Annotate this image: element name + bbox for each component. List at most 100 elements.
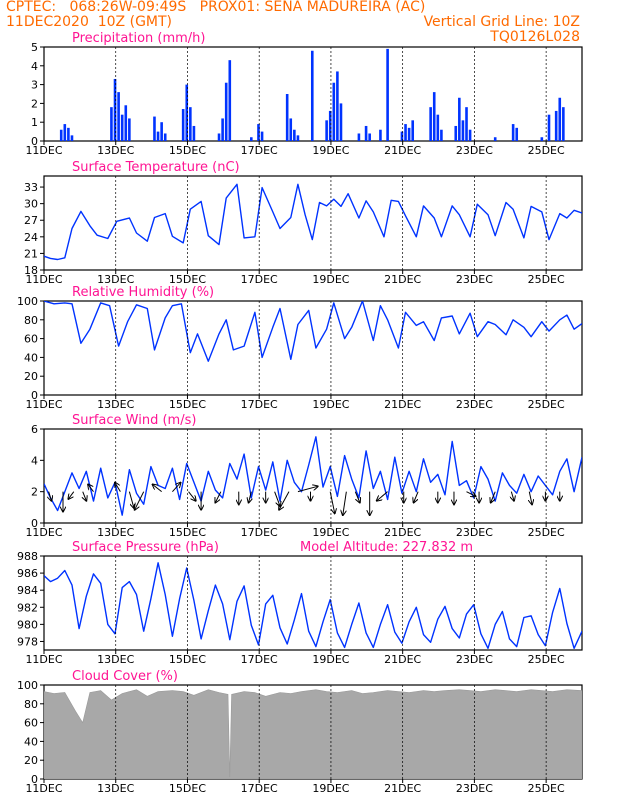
precip-bar bbox=[357, 133, 361, 141]
wind-vector bbox=[343, 491, 347, 515]
x-tick-label: 25DEC bbox=[528, 653, 565, 666]
x-tick-label: 17DEC bbox=[241, 782, 278, 795]
precip-bar bbox=[332, 82, 336, 141]
wind-vector bbox=[215, 491, 222, 503]
precip-bar bbox=[400, 131, 404, 141]
wind-vector bbox=[329, 491, 334, 514]
x-tick-label: 19DEC bbox=[312, 144, 349, 157]
x-tick-label: 15DEC bbox=[169, 398, 206, 411]
precip-bar bbox=[224, 82, 228, 141]
y-tick-label: 21 bbox=[24, 247, 38, 260]
precip-bar bbox=[285, 94, 289, 141]
y-tick-label: 4 bbox=[31, 60, 38, 73]
cloud-area bbox=[44, 689, 582, 779]
precip-bar bbox=[185, 84, 189, 141]
precip-bar bbox=[228, 60, 232, 141]
panel-title: Relative Humidity (%) bbox=[72, 285, 214, 300]
y-tick-label: 80 bbox=[24, 698, 38, 711]
series-line bbox=[44, 562, 582, 649]
precip-bar bbox=[325, 120, 328, 141]
panel-frame bbox=[43, 175, 583, 271]
x-tick-label: 21DEC bbox=[384, 526, 421, 539]
wind-vector bbox=[135, 491, 145, 510]
precip-bar bbox=[386, 48, 389, 141]
x-tick-label: 13DEC bbox=[97, 273, 134, 286]
precip-bar bbox=[153, 116, 156, 141]
y-tick-label: 40 bbox=[24, 351, 38, 364]
y-tick-label: 4 bbox=[31, 454, 38, 467]
y-tick-label: 30 bbox=[24, 198, 38, 211]
precip-bar bbox=[124, 105, 128, 141]
panel-frame bbox=[43, 300, 583, 396]
x-tick-label: 25DEC bbox=[528, 526, 565, 539]
x-tick-label: 25DEC bbox=[528, 144, 565, 157]
wind-vector bbox=[188, 491, 196, 501]
wind-vector bbox=[414, 491, 419, 503]
precip-bar bbox=[547, 114, 551, 141]
precip-bar bbox=[257, 124, 260, 141]
y-tick-label: 20 bbox=[24, 370, 38, 383]
wind-vector bbox=[466, 491, 476, 497]
wind-vector bbox=[491, 491, 496, 503]
x-tick-label: 15DEC bbox=[169, 273, 206, 286]
model-altitude-label: Model Altitude: 227.832 m bbox=[300, 540, 473, 555]
y-tick-label: 2 bbox=[31, 97, 38, 110]
precip-bar bbox=[117, 92, 120, 141]
x-tick-label: 11DEC bbox=[25, 144, 62, 157]
panel-frame bbox=[43, 555, 583, 651]
x-tick-label: 21DEC bbox=[384, 144, 421, 157]
y-tick-label: 24 bbox=[24, 231, 38, 244]
precip-bar bbox=[221, 118, 224, 141]
x-tick-label: 19DEC bbox=[312, 782, 349, 795]
y-tick-label: 80 bbox=[24, 314, 38, 327]
wind-vector bbox=[249, 491, 252, 503]
x-tick-label: 13DEC bbox=[97, 398, 134, 411]
y-tick-label: 978 bbox=[17, 635, 38, 648]
wind-vector bbox=[153, 485, 162, 493]
wind-vector bbox=[128, 491, 134, 508]
precip-bar bbox=[59, 129, 63, 141]
precip-bar bbox=[436, 114, 440, 141]
precip-bar bbox=[113, 78, 117, 141]
x-tick-label: 25DEC bbox=[528, 398, 565, 411]
wind-vector bbox=[377, 491, 388, 501]
y-tick-label: 2 bbox=[31, 486, 38, 499]
precip-bar bbox=[364, 125, 368, 141]
precip-bar bbox=[404, 124, 407, 141]
y-tick-label: 100 bbox=[17, 295, 38, 308]
y-tick-label: 984 bbox=[17, 584, 38, 597]
y-tick-label: 60 bbox=[24, 333, 38, 346]
x-tick-label: 13DEC bbox=[97, 782, 134, 795]
x-tick-label: 17DEC bbox=[241, 273, 278, 286]
precip-bar bbox=[540, 137, 544, 141]
y-tick-label: 1 bbox=[31, 116, 38, 129]
y-tick-label: 0 bbox=[31, 389, 38, 402]
x-tick-label: 11DEC bbox=[25, 526, 62, 539]
precip-bar bbox=[128, 118, 131, 141]
precip-bar bbox=[493, 137, 497, 141]
wind-vector bbox=[83, 491, 87, 501]
precip-bar bbox=[310, 50, 314, 141]
x-tick-label: 23DEC bbox=[456, 782, 493, 795]
panel-2 bbox=[40, 300, 583, 399]
precip-bar bbox=[411, 120, 415, 141]
precip-bar bbox=[217, 133, 221, 141]
y-tick-label: 3 bbox=[31, 79, 38, 92]
wind-vector bbox=[274, 491, 280, 506]
x-tick-label: 25DEC bbox=[528, 273, 565, 286]
x-tick-label: 13DEC bbox=[97, 526, 134, 539]
precip-bar bbox=[336, 71, 339, 141]
x-tick-label: 23DEC bbox=[456, 653, 493, 666]
precip-bar bbox=[429, 107, 432, 141]
precip-bar bbox=[515, 127, 519, 141]
precip-bar bbox=[120, 114, 124, 141]
x-tick-label: 19DEC bbox=[312, 273, 349, 286]
y-tick-label: 18 bbox=[24, 264, 38, 277]
precip-bar bbox=[511, 124, 515, 141]
precip-bar bbox=[163, 133, 167, 141]
x-tick-label: 21DEC bbox=[384, 273, 421, 286]
precip-bar bbox=[407, 127, 411, 141]
panel-0 bbox=[40, 46, 583, 145]
y-tick-label: 982 bbox=[17, 601, 38, 614]
y-tick-label: 986 bbox=[17, 567, 38, 580]
